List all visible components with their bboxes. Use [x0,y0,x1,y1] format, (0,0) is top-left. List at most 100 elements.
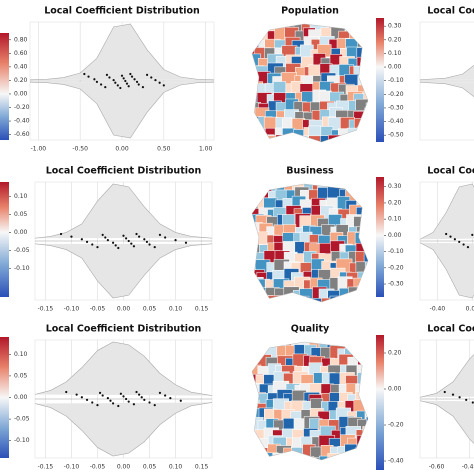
map-region [346,127,362,142]
map-region [355,447,368,460]
map-region [252,342,264,351]
map-region [362,187,368,203]
map-region [365,217,368,234]
data-point [91,243,94,246]
data-point [138,235,141,238]
map-region [320,135,335,142]
map-region [274,296,288,302]
map-region [252,287,262,302]
data-point [138,393,141,396]
data-point [122,234,125,237]
colorbar-tick-label: 0.60 [14,50,28,57]
data-point [96,246,99,249]
data-point [101,233,104,236]
map-region [294,456,311,460]
data-point [65,390,68,394]
map-region [337,297,352,302]
colorbar-tick-label: -0.20 [14,104,30,111]
data-point [143,398,146,401]
data-point [99,83,103,86]
data-point [124,79,127,83]
map-region [355,345,368,359]
map-region [354,24,368,34]
data-point [112,79,115,82]
map-region [355,98,368,112]
data-point [127,239,130,243]
map-region [254,457,269,460]
data-point [114,81,117,84]
map-region [252,127,263,142]
violin-half [419,81,474,98]
data-point [179,399,182,402]
data-point [129,72,132,76]
data-point [111,402,115,405]
data-point [104,86,107,89]
data-point [184,241,188,244]
data-point [462,243,465,246]
map-region [344,453,358,460]
colorbar-tick-label: -0.40 [388,458,404,465]
data-point [83,72,86,76]
colorbar-tick-label: 0.40 [14,63,28,70]
x-tick-label: 1.00 [199,146,213,153]
map-region [328,134,342,142]
data-point [95,80,99,83]
data-point [119,86,122,90]
x-tick-label: -0.50 [72,146,88,153]
data-point [174,239,177,242]
colorbar-tick-label: -0.60 [14,131,30,138]
map-region [362,426,368,440]
data-point [150,76,153,79]
violin-half [419,64,474,81]
data-point [158,81,161,84]
map-region [252,453,263,460]
data-point [108,76,111,79]
map-region [363,197,368,214]
map-region [345,184,361,193]
x-tick-label: 0.00 [117,306,131,313]
data-point [106,397,109,400]
data-point [98,391,102,394]
map-region [300,456,315,460]
data-point [445,232,448,236]
colorbar-tick-label: -0.20 [388,422,404,429]
map-region [348,286,364,302]
x-tick-label: -0.40 [430,306,446,313]
colorbar-tick-label: 0.20 [388,36,402,43]
data-point [135,390,138,394]
map-region [348,342,362,352]
data-point [132,403,136,406]
map-region [336,457,352,460]
data-point [133,78,136,81]
chart-title: Local Coefficient Distribution [46,166,202,177]
map-region [267,295,284,302]
chart-title: Business [286,166,334,177]
data-point [466,246,470,249]
map-region [282,127,296,141]
colorbar-tick-label: -0.10 [14,437,30,444]
map-region [285,135,301,142]
map-region [252,24,259,36]
violin-half [29,23,215,81]
map-region [364,107,368,122]
colorbar-tick-label: -0.30 [388,104,404,111]
colorbar-tick-label: 0.30 [388,183,402,190]
map-region [252,298,261,302]
chart-title: Local Coefficient Distribution [46,324,202,335]
violin-half [419,183,474,240]
map-region [294,295,310,302]
x-tick-label: 0.05 [143,464,157,471]
x-tick-label: -0.10 [64,306,80,313]
map-border [251,23,369,143]
violin-half [419,354,474,398]
x-tick-label: -0.05 [90,306,106,313]
colorbar-tick-label: -0.20 [388,91,404,98]
data-point [125,397,128,401]
colorbar-tick-label: 0.05 [14,211,28,218]
x-tick-label: 0.00 [466,306,474,313]
colorbar-tick-label: -0.10 [388,77,404,84]
chart-title: Local Coefficient Distribution [427,6,474,17]
data-point [85,398,89,401]
map-region [339,137,355,142]
data-point [137,83,140,86]
